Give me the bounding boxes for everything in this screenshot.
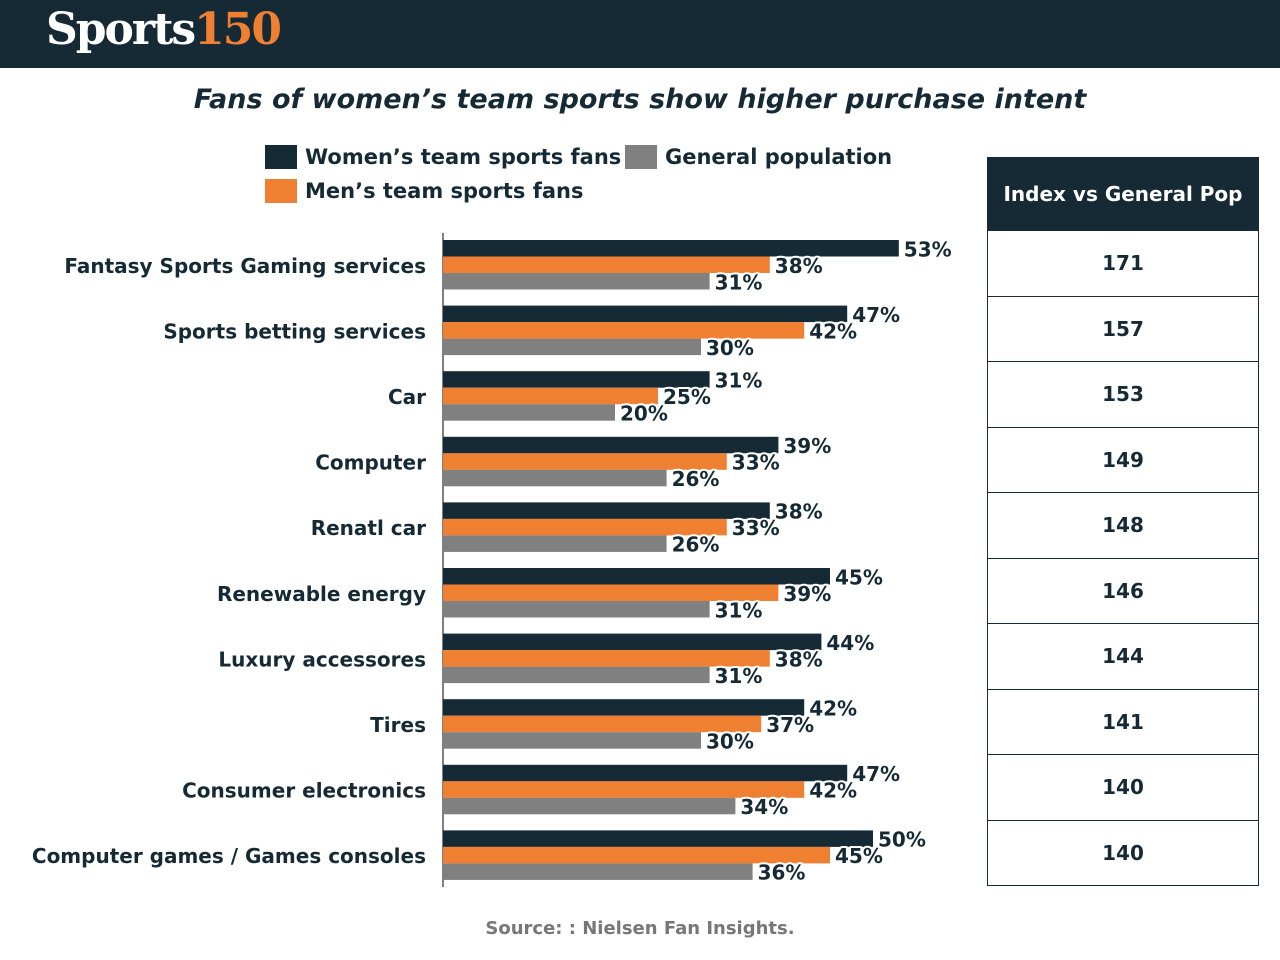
data-label-general: 34%: [740, 795, 788, 819]
data-label-general: 31%: [715, 598, 763, 622]
legend-swatch-men: [265, 179, 297, 203]
bar-general: [443, 273, 710, 290]
bar-general: [443, 732, 701, 749]
data-label-women: 39%: [783, 434, 831, 458]
bar-men: [443, 387, 658, 405]
bar-general: [443, 666, 710, 684]
bar-men: [443, 715, 762, 733]
legend-label-women: Women’s team sports fans: [305, 145, 622, 169]
category-label: Tires: [370, 713, 426, 737]
data-label-general: 26%: [672, 533, 720, 557]
bar-men: [443, 453, 727, 470]
index-table-header: Index vs General Pop: [988, 158, 1258, 230]
data-label-men: 25%: [663, 385, 711, 409]
chart-title: Fans of women’s team sports show higher …: [193, 84, 1087, 115]
bar-men: [443, 584, 779, 601]
bar-chart: Fantasy Sports Gaming services 53% 38% 31% S…: [32, 233, 954, 887]
data-label-men: 33%: [732, 451, 780, 475]
data-label-men: 37%: [766, 713, 814, 737]
bar-men: [443, 846, 830, 864]
data-label-women: 42%: [809, 696, 857, 720]
bar-men: [443, 650, 770, 667]
bar-men: [443, 256, 770, 273]
bar-women: [443, 830, 873, 847]
data-label-general: 20%: [620, 401, 668, 425]
category-label: Car: [388, 385, 426, 409]
bar-women: [443, 502, 770, 519]
data-label-women: 38%: [775, 500, 823, 524]
source-note: Source: : Nielsen Fan Insights.: [485, 918, 795, 939]
index-cell: 148: [988, 492, 1258, 558]
index-cell: 153: [988, 361, 1258, 427]
index-cell: 140: [988, 754, 1258, 820]
data-label-women: 31%: [715, 368, 763, 392]
bar-women: [443, 764, 848, 782]
data-label-men: 39%: [783, 582, 831, 606]
category-label: Renewable energy: [217, 582, 426, 606]
legend-item-women: Women’s team sports fans: [265, 144, 621, 170]
category-label: Computer games / Games consoles: [32, 844, 426, 868]
index-cell: 171: [988, 230, 1258, 296]
index-table: Index vs General Pop 171 157 153 149 148…: [987, 157, 1259, 886]
data-label-women: 50%: [878, 828, 926, 852]
bar-general: [443, 863, 753, 880]
legend-label-general: General population: [665, 145, 893, 169]
bar-women: [443, 240, 899, 257]
bar-general: [443, 338, 701, 356]
data-label-men: 38%: [775, 254, 823, 278]
category-label: Computer: [315, 451, 426, 475]
header-bar: Sports150: [0, 0, 1280, 68]
legend-swatch-general: [625, 145, 657, 169]
sports150-logo: Sports150: [46, 4, 282, 55]
bar-general: [443, 601, 710, 618]
data-label-men: 42%: [809, 779, 857, 803]
bar-women: [443, 699, 805, 716]
data-label-men: 33%: [732, 516, 780, 540]
bar-women: [443, 633, 822, 651]
index-cell: 141: [988, 688, 1258, 755]
category-label: Fantasy Sports Gaming services: [64, 254, 426, 278]
category-label: Consumer electronics: [182, 779, 426, 803]
bar-general: [443, 404, 615, 421]
data-label-general: 26%: [672, 467, 720, 491]
bar-women: [443, 568, 830, 585]
data-label-women: 47%: [852, 303, 900, 327]
bar-general: [443, 535, 667, 552]
legend-label-men: Men’s team sports fans: [305, 179, 584, 203]
bar-women: [443, 436, 779, 454]
data-label-men: 42%: [809, 319, 857, 343]
index-cell: 157: [988, 295, 1258, 362]
bar-general: [443, 469, 667, 487]
bar-men: [443, 518, 727, 536]
data-label-general: 31%: [715, 664, 763, 688]
legend-item-general: General population: [625, 144, 892, 170]
data-label-women: 53%: [904, 237, 952, 261]
bar-men: [443, 781, 805, 798]
index-cell: 144: [988, 623, 1258, 689]
data-label-women: 45%: [835, 565, 883, 589]
category-label: Luxury accessores: [218, 647, 426, 671]
data-label-women: 44%: [826, 631, 874, 655]
category-label: Renatl car: [311, 516, 426, 540]
index-cell: 146: [988, 557, 1258, 624]
data-label-general: 31%: [715, 270, 763, 294]
data-label-women: 47%: [852, 762, 900, 786]
index-cell: 149: [988, 426, 1258, 493]
bar-general: [443, 797, 736, 815]
data-label-men: 45%: [835, 844, 883, 868]
data-label-men: 38%: [775, 647, 823, 671]
legend-item-men: Men’s team sports fans: [265, 178, 583, 204]
data-label-general: 36%: [758, 861, 806, 885]
data-label-general: 30%: [706, 729, 754, 753]
bar-women: [443, 371, 710, 388]
bar-men: [443, 322, 805, 339]
bar-women: [443, 305, 848, 323]
index-cell: 140: [988, 819, 1258, 886]
legend-swatch-women: [265, 145, 297, 169]
data-label-general: 30%: [706, 336, 754, 360]
category-label: Sports betting services: [163, 319, 426, 343]
